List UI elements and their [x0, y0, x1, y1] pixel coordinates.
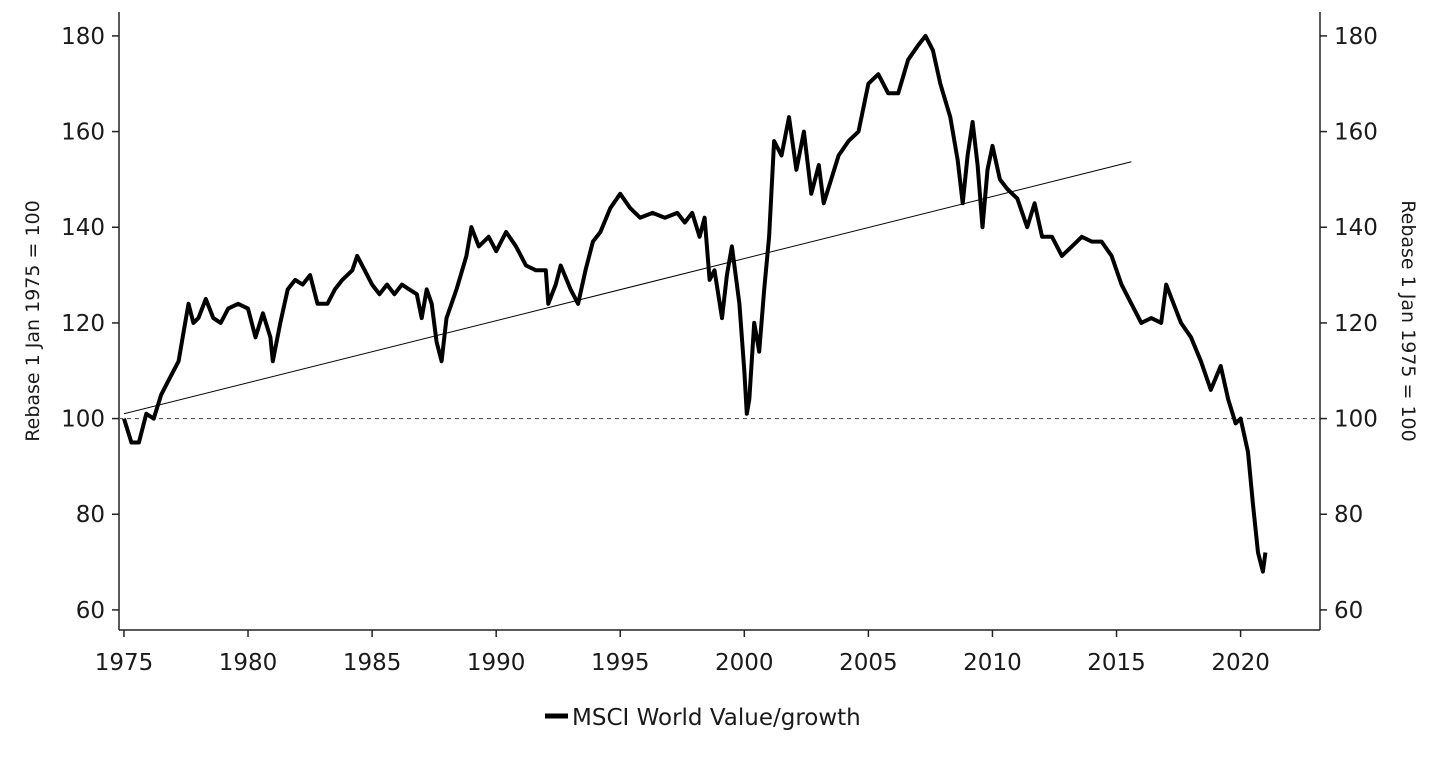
x-tick-label: 1985 — [343, 650, 402, 676]
y-tick-label: 120 — [61, 311, 105, 337]
x-tick-label: 1990 — [467, 650, 526, 676]
x-axis: 1975 1980 1985 1990 1995 2000 2005 2010 2015 2020 — [95, 630, 1270, 676]
y-tick-label-right: 140 — [1334, 215, 1378, 241]
y-tick-label: 60 — [76, 598, 105, 624]
y-tick-label: 100 — [61, 407, 105, 433]
legend-label: MSCI World Value/growth — [572, 705, 861, 731]
x-tick-label: 2010 — [963, 650, 1022, 676]
y-axis-label-left: Rebase 1 Jan 1975 = 100 — [22, 200, 44, 441]
axes-frame — [118, 12, 1321, 631]
y-tick-label: 80 — [76, 502, 105, 528]
x-tick-label: 2020 — [1211, 650, 1270, 676]
y-tick-label-right: 160 — [1334, 120, 1378, 146]
y-tick-label-right: 120 — [1334, 311, 1378, 337]
y-tick-label: 140 — [61, 215, 105, 241]
x-tick-label: 1995 — [591, 650, 650, 676]
x-tick-label: 2005 — [839, 650, 898, 676]
x-tick-label: 2000 — [715, 650, 774, 676]
y-tick-label: 160 — [61, 120, 105, 146]
series-line-msci-world-value-growth — [122, 33, 1268, 574]
y-axis-right: 60 80 100 120 140 160 180 — [1320, 24, 1378, 624]
y-tick-label-right: 180 — [1334, 24, 1378, 50]
y-axis-label-right: Rebase 1 Jan 1975 = 100 — [1397, 200, 1419, 441]
y-tick-label-right: 60 — [1334, 598, 1363, 624]
x-tick-label: 1980 — [219, 650, 278, 676]
x-tick-label: 2015 — [1087, 650, 1146, 676]
y-tick-label-right: 80 — [1334, 502, 1363, 528]
x-tick-label: 1975 — [95, 650, 154, 676]
y-tick-label-right: 100 — [1334, 407, 1378, 433]
y-axis-left: 60 80 100 120 140 160 180 — [61, 24, 119, 624]
legend: MSCI World Value/growth — [545, 705, 861, 731]
y-tick-label: 180 — [61, 24, 105, 50]
